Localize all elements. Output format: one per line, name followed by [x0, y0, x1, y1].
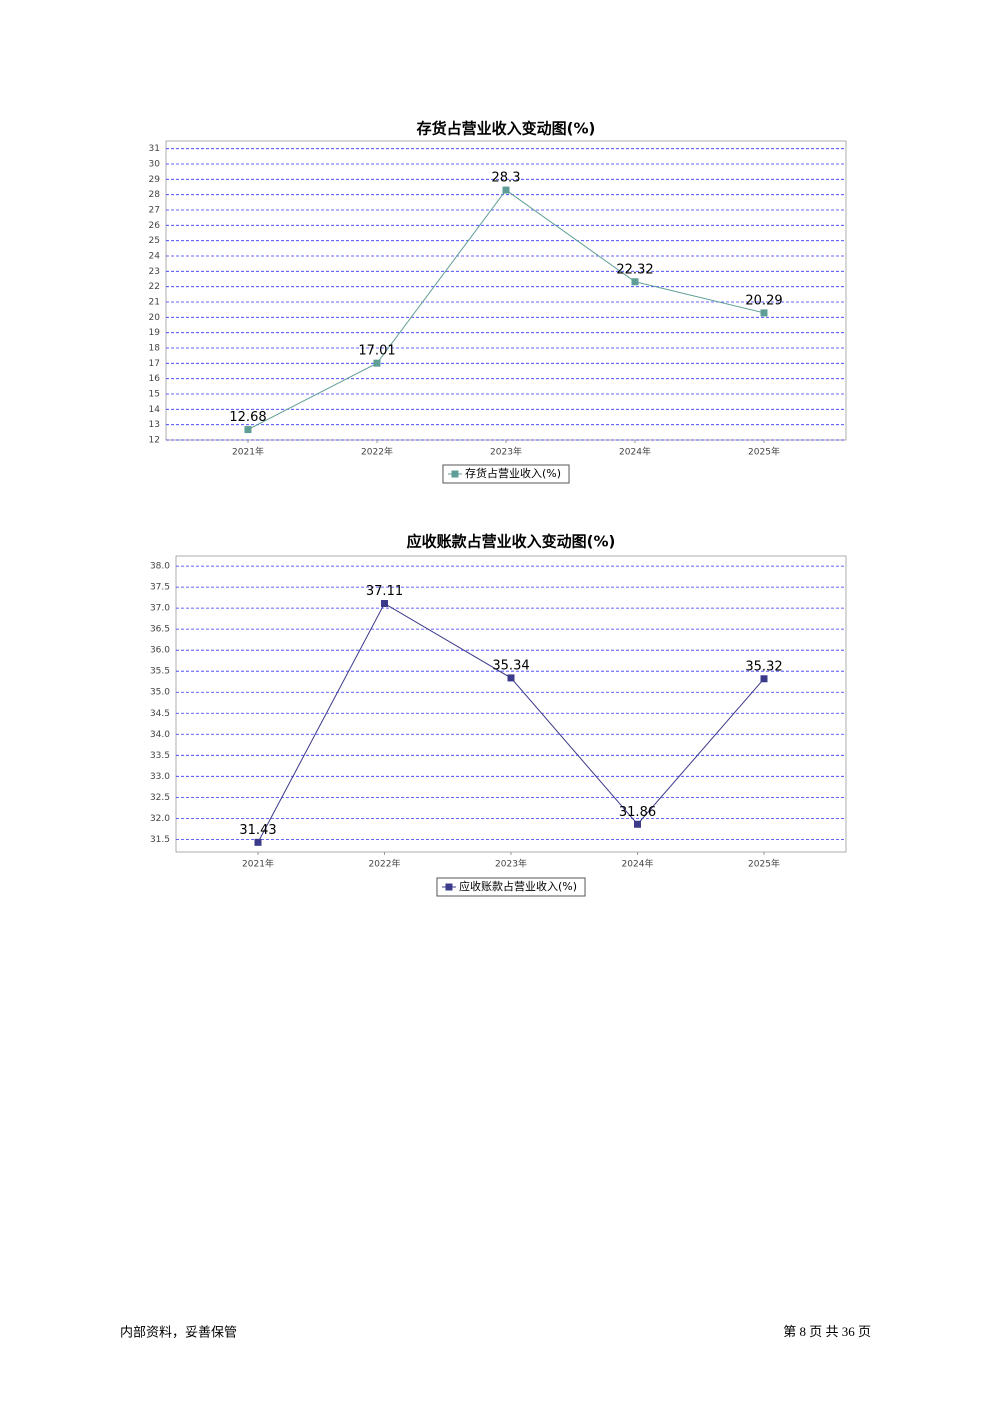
y-tick-label: 24 — [149, 252, 161, 262]
x-tick-label: 2023年 — [490, 446, 522, 458]
value-label: 31.86 — [619, 805, 656, 820]
y-tick-label: 34.5 — [150, 709, 170, 719]
point — [760, 309, 768, 317]
value-label: 22.32 — [616, 262, 653, 277]
x-tick-label: 2024年 — [619, 446, 651, 458]
y-tick-label: 28 — [149, 190, 161, 200]
point — [254, 838, 262, 846]
y-tick-label: 37.5 — [150, 583, 170, 593]
y-tick-label: 23 — [149, 267, 160, 277]
legend-marker — [445, 883, 453, 891]
y-tick-label: 37.0 — [150, 604, 170, 614]
y-tick-label: 36.0 — [150, 646, 170, 656]
y-tick-label: 35.0 — [150, 688, 170, 698]
x-tick-label: 2023年 — [495, 858, 527, 870]
y-tick-label: 18 — [149, 344, 161, 354]
y-tick-label: 27 — [149, 206, 160, 216]
point — [373, 359, 381, 367]
y-tick-label: 20 — [149, 313, 161, 323]
legend-label: 应收账款占营业收入(%) — [459, 879, 577, 893]
y-tick-label: 36.5 — [150, 625, 170, 635]
value-label: 20.29 — [745, 293, 782, 308]
footer-left: 内部资料，妥善保管 — [120, 1325, 237, 1341]
legend-marker — [451, 470, 459, 478]
y-tick-label: 35.5 — [150, 667, 170, 677]
y-tick-label: 22 — [149, 282, 160, 292]
y-tick-label: 17 — [149, 359, 160, 369]
y-tick-label: 12 — [149, 436, 160, 446]
point — [502, 186, 510, 194]
value-label: 37.11 — [366, 584, 403, 599]
y-tick-label: 21 — [149, 298, 160, 308]
value-label: 35.34 — [492, 658, 529, 673]
y-tick-label: 33.5 — [150, 751, 170, 761]
x-tick-label: 2021年 — [232, 446, 264, 458]
plot-area — [175, 555, 847, 853]
value-label: 35.32 — [745, 659, 782, 674]
point — [760, 675, 768, 683]
value-label: 17.01 — [358, 344, 395, 359]
point — [507, 674, 515, 682]
x-tick-label: 2025年 — [748, 446, 780, 458]
y-tick-label: 30 — [149, 160, 161, 170]
chart-title: 存货占营业收入变动图(%) — [417, 120, 596, 138]
y-tick-label: 29 — [149, 175, 161, 185]
value-label: 28.3 — [492, 171, 521, 186]
y-tick-label: 32.5 — [150, 793, 170, 803]
x-tick-label: 2021年 — [242, 858, 274, 870]
y-tick-label: 34.0 — [150, 730, 170, 740]
footer-right: 第 8 页 共 36 页 — [783, 1324, 871, 1339]
y-tick-label: 31 — [149, 144, 160, 154]
x-tick-label: 2025年 — [748, 858, 780, 870]
y-tick-label: 26 — [149, 221, 161, 231]
value-label: 31.43 — [239, 823, 276, 838]
legend-label: 存货占营业收入(%) — [465, 466, 561, 480]
x-tick-label: 2024年 — [622, 858, 654, 870]
y-tick-label: 32.0 — [150, 814, 170, 824]
point — [634, 820, 641, 828]
legend — [442, 464, 570, 484]
x-tick-label: 2022年 — [361, 446, 393, 458]
y-tick-label: 25 — [149, 236, 160, 246]
y-tick-label: 13 — [149, 420, 160, 430]
value-label: 12.68 — [229, 410, 266, 425]
x-tick-label: 2022年 — [369, 858, 401, 870]
y-tick-label: 31.5 — [150, 835, 170, 845]
y-tick-label: 19 — [149, 328, 161, 338]
y-tick-label: 14 — [149, 405, 161, 415]
chart-title: 应收账款占营业收入变动图(%) — [407, 533, 616, 551]
y-tick-label: 33.0 — [150, 772, 170, 782]
point — [244, 426, 252, 434]
y-tick-label: 15 — [149, 390, 160, 400]
y-tick-label: 16 — [149, 374, 161, 384]
plot-area — [165, 140, 847, 441]
legend — [436, 877, 586, 897]
point — [631, 278, 639, 286]
y-tick-label: 38.0 — [150, 562, 170, 572]
point — [381, 600, 388, 608]
